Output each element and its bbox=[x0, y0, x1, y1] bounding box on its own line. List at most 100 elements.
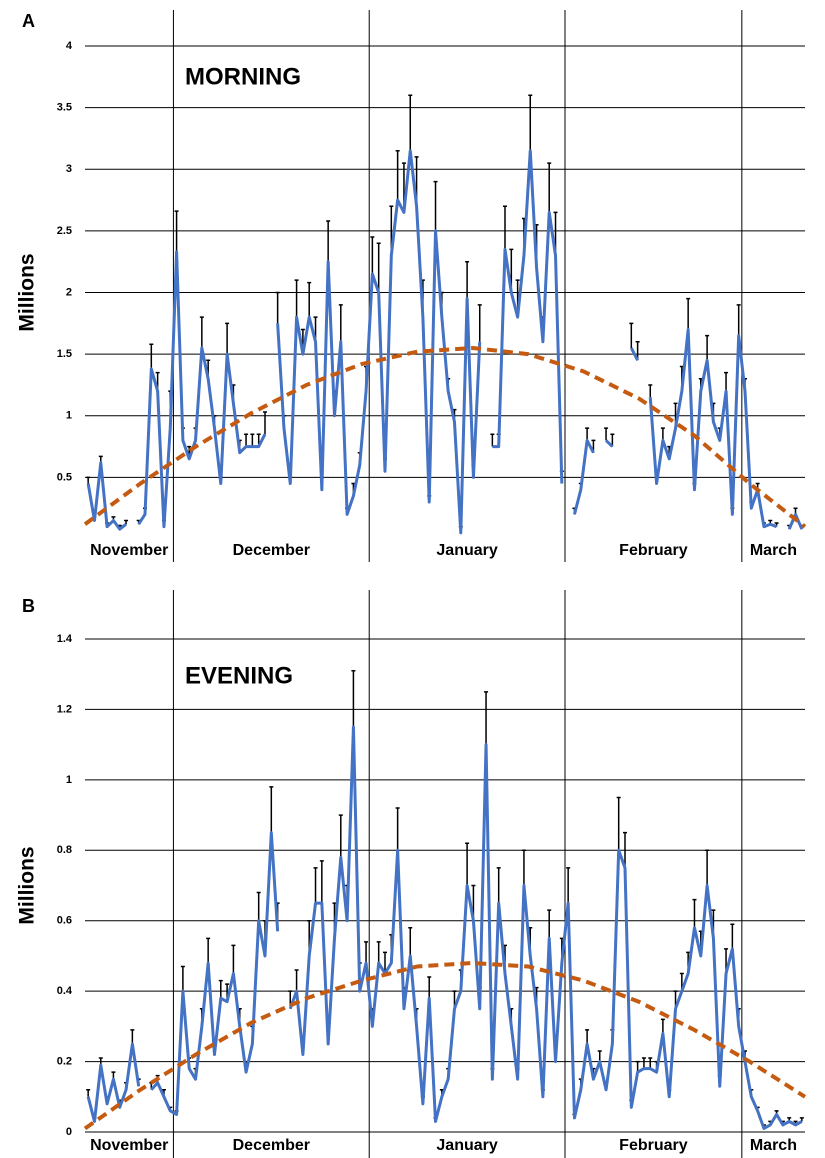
y-tick-label: 1 bbox=[66, 410, 72, 422]
panel-label: B bbox=[22, 596, 35, 616]
error-bar bbox=[124, 519, 129, 525]
error-bar bbox=[566, 867, 571, 904]
y-tick-label: 3 bbox=[66, 163, 72, 175]
error-bar bbox=[206, 937, 211, 963]
error-bar bbox=[263, 411, 267, 435]
error-bar bbox=[307, 281, 312, 318]
error-bar bbox=[244, 433, 249, 447]
error-bar bbox=[86, 1088, 91, 1097]
error-bar bbox=[149, 343, 154, 369]
error-bar bbox=[326, 220, 331, 262]
y-tick-label: 0.2 bbox=[57, 1055, 72, 1067]
error-bar bbox=[686, 297, 691, 330]
month-label: November bbox=[90, 1137, 168, 1154]
month-label: November bbox=[90, 542, 168, 559]
month-label: February bbox=[619, 542, 688, 559]
error-bar bbox=[130, 1029, 135, 1044]
error-bar bbox=[199, 316, 204, 348]
error-bar bbox=[623, 831, 627, 868]
data-line bbox=[492, 149, 564, 484]
data-line bbox=[86, 461, 127, 531]
data-line bbox=[150, 831, 280, 1116]
error-bar bbox=[692, 898, 697, 928]
error-bar bbox=[660, 1018, 665, 1034]
data-line bbox=[137, 250, 267, 529]
error-bar bbox=[218, 979, 223, 999]
error-bar bbox=[433, 180, 438, 231]
month-label: February bbox=[619, 1137, 688, 1154]
data-line bbox=[648, 327, 778, 529]
error-bar bbox=[799, 1117, 804, 1122]
error-bar bbox=[250, 433, 255, 447]
error-bar bbox=[724, 371, 729, 392]
month-label: January bbox=[436, 1137, 497, 1154]
error-bar bbox=[294, 969, 299, 992]
panel-label: A bbox=[22, 11, 35, 31]
error-bar bbox=[376, 941, 381, 963]
data-line bbox=[288, 725, 803, 1130]
error-bar bbox=[585, 427, 590, 441]
month-label: December bbox=[233, 542, 310, 559]
error-bar bbox=[351, 669, 356, 728]
trend-line bbox=[83, 960, 807, 1131]
data-line bbox=[787, 512, 804, 530]
error-bar bbox=[521, 849, 526, 886]
panel-title: EVENING bbox=[185, 662, 293, 689]
error-bar bbox=[364, 941, 369, 963]
error-bar bbox=[408, 94, 413, 151]
data-line bbox=[276, 149, 482, 535]
error-bar bbox=[180, 965, 185, 992]
y-tick-label: 0.4 bbox=[57, 985, 73, 997]
error-bar bbox=[616, 796, 621, 851]
error-bar bbox=[174, 210, 179, 252]
error-bar bbox=[319, 860, 324, 904]
y-tick-label: 3.5 bbox=[57, 102, 72, 114]
error-bar bbox=[736, 304, 741, 336]
error-bar bbox=[395, 150, 400, 201]
error-bar bbox=[269, 786, 274, 833]
error-bar bbox=[275, 291, 280, 324]
y-tick-label: 1 bbox=[66, 774, 72, 786]
month-label: December bbox=[233, 1137, 310, 1154]
y-axis-label: Millions bbox=[16, 253, 39, 331]
month-label: March bbox=[750, 542, 797, 559]
error-bar bbox=[370, 236, 375, 275]
error-bar bbox=[465, 842, 470, 886]
error-bar bbox=[231, 944, 236, 974]
error-bar bbox=[641, 1057, 646, 1069]
data-line bbox=[573, 438, 595, 515]
error-bar bbox=[648, 384, 653, 398]
y-tick-label: 2.5 bbox=[57, 225, 72, 237]
error-bar bbox=[648, 1057, 653, 1069]
error-bar bbox=[395, 807, 400, 851]
error-bar bbox=[338, 814, 343, 858]
error-bar bbox=[496, 867, 501, 904]
error-bar bbox=[338, 304, 343, 342]
error-bar bbox=[604, 427, 609, 441]
error-bar bbox=[730, 923, 735, 949]
month-label: March bbox=[750, 1137, 797, 1154]
error-bar bbox=[225, 322, 230, 355]
error-bar bbox=[629, 322, 634, 348]
error-bar bbox=[86, 476, 91, 484]
y-tick-label: 0.5 bbox=[57, 471, 72, 483]
data-line bbox=[86, 1042, 141, 1123]
error-bar bbox=[376, 242, 381, 293]
error-bar bbox=[256, 891, 261, 921]
y-tick-label: 0 bbox=[66, 1126, 72, 1138]
error-bar bbox=[635, 1060, 640, 1073]
error-bar bbox=[477, 304, 482, 342]
error-bar bbox=[660, 427, 665, 441]
error-bar bbox=[503, 205, 507, 250]
y-tick-label: 2 bbox=[66, 286, 72, 298]
y-tick-label: 4 bbox=[66, 40, 73, 52]
error-bar bbox=[705, 849, 710, 886]
error-bar bbox=[490, 433, 495, 447]
error-bar bbox=[383, 951, 387, 974]
error-bar bbox=[585, 1029, 590, 1044]
panel-title: MORNING bbox=[185, 63, 301, 90]
y-tick-label: 0.6 bbox=[57, 915, 72, 927]
y-tick-label: 1.4 bbox=[57, 633, 73, 645]
y-tick-label: 1.2 bbox=[57, 703, 72, 715]
